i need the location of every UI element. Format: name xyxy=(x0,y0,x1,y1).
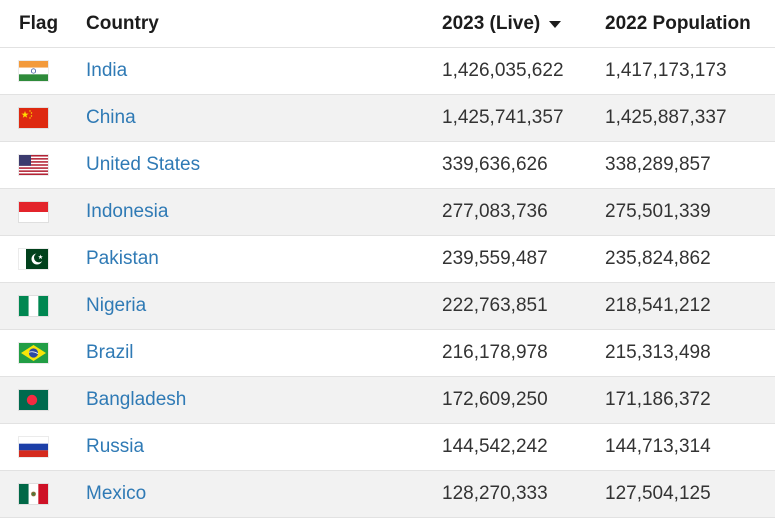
flag-cell xyxy=(0,343,86,363)
bangladesh-flag-icon xyxy=(19,390,48,410)
table-row: India 1,426,035,622 1,417,173,173 xyxy=(0,48,775,95)
header-2022-population[interactable]: 2022 Population xyxy=(605,12,751,34)
header-flag: Flag xyxy=(19,12,59,34)
united-states-flag-icon xyxy=(19,155,48,175)
header-2023-live[interactable]: 2023 (Live) xyxy=(442,13,605,35)
population-2023: 277,083,736 xyxy=(442,201,548,222)
table-row: Russia 144,542,242 144,713,314 xyxy=(0,424,775,471)
population-2022: 1,417,173,173 xyxy=(605,60,727,81)
table-row: Nigeria 222,763,851 218,541,212 xyxy=(0,283,775,330)
country-link[interactable]: Brazil xyxy=(86,342,134,363)
flag-cell xyxy=(0,202,86,222)
population-2023: 239,559,487 xyxy=(442,248,548,269)
country-link[interactable]: Nigeria xyxy=(86,295,147,316)
population-2023: 216,178,978 xyxy=(442,342,548,363)
country-link[interactable]: Russia xyxy=(86,436,145,457)
population-2023: 144,542,242 xyxy=(442,436,548,457)
table-row: China 1,425,741,357 1,425,887,337 xyxy=(0,95,775,142)
population-2022: 1,425,887,337 xyxy=(605,107,727,128)
flag-cell xyxy=(0,108,86,128)
population-2023: 128,270,333 xyxy=(442,483,548,504)
population-2023: 222,763,851 xyxy=(442,295,548,316)
population-2022: 144,713,314 xyxy=(605,436,711,457)
indonesia-flag-icon xyxy=(19,202,48,222)
population-2023: 1,425,741,357 xyxy=(442,107,564,128)
table-header-row: Flag Country 2023 (Live) 2022 Population xyxy=(0,0,775,48)
population-2022: 215,313,498 xyxy=(605,342,711,363)
flag-cell xyxy=(0,249,86,269)
header-country[interactable]: Country xyxy=(86,12,159,34)
population-2023: 1,426,035,622 xyxy=(442,60,564,81)
country-link[interactable]: Indonesia xyxy=(86,201,169,222)
flag-cell xyxy=(0,61,86,81)
sort-descending-icon[interactable] xyxy=(549,21,562,28)
population-2023: 172,609,250 xyxy=(442,389,548,410)
population-2022: 235,824,862 xyxy=(605,248,711,269)
flag-cell xyxy=(0,296,86,316)
flag-cell xyxy=(0,390,86,410)
country-link[interactable]: China xyxy=(86,107,136,128)
flag-cell xyxy=(0,155,86,175)
china-flag-icon xyxy=(19,108,48,128)
country-link[interactable]: Mexico xyxy=(86,483,147,504)
country-link[interactable]: India xyxy=(86,60,128,81)
population-2022: 338,289,857 xyxy=(605,154,711,175)
population-2022: 275,501,339 xyxy=(605,201,711,222)
russia-flag-icon xyxy=(19,437,48,457)
india-flag-icon xyxy=(19,61,48,81)
brazil-flag-icon xyxy=(19,343,48,363)
country-link[interactable]: Pakistan xyxy=(86,248,159,269)
country-link[interactable]: United States xyxy=(86,154,201,175)
population-2022: 171,186,372 xyxy=(605,389,711,410)
country-link[interactable]: Bangladesh xyxy=(86,389,187,410)
mexico-flag-icon xyxy=(19,484,48,504)
table-row: United States 339,636,626 338,289,857 xyxy=(0,142,775,189)
flag-cell xyxy=(0,437,86,457)
nigeria-flag-icon xyxy=(19,296,48,316)
header-2023-live-label: 2023 (Live) xyxy=(442,12,541,34)
table-row: Indonesia 277,083,736 275,501,339 xyxy=(0,189,775,236)
table-row: Mexico 128,270,333 127,504,125 xyxy=(0,471,775,518)
table-row: Brazil 216,178,978 215,313,498 xyxy=(0,330,775,377)
population-2022: 218,541,212 xyxy=(605,295,711,316)
table-row: Bangladesh 172,609,250 171,186,372 xyxy=(0,377,775,424)
flag-cell xyxy=(0,484,86,504)
table-row: Pakistan 239,559,487 235,824,862 xyxy=(0,236,775,283)
population-2022: 127,504,125 xyxy=(605,483,711,504)
population-2023: 339,636,626 xyxy=(442,154,548,175)
pakistan-flag-icon xyxy=(19,249,48,269)
